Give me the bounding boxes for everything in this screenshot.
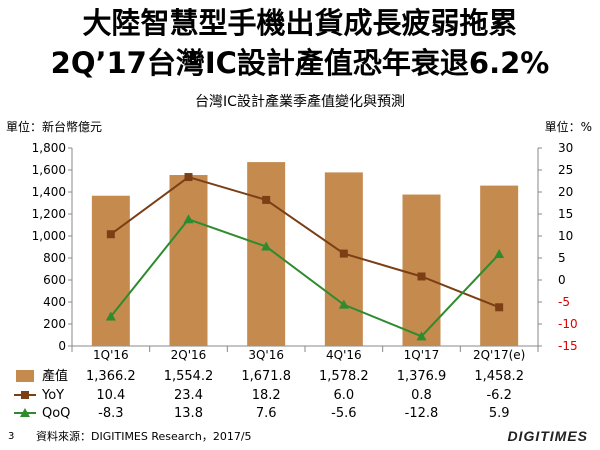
right-axis-unit: 單位：% — [544, 120, 592, 134]
legend-bar-key — [16, 370, 34, 382]
legend-label-2: QoQ — [42, 406, 70, 421]
left-tick-label: 1,000 — [32, 229, 66, 243]
table-cell: 18.2 — [252, 388, 281, 403]
table-cell: -6.2 — [486, 388, 511, 403]
qoq-point — [416, 331, 427, 341]
right-tick-label: -5 — [558, 295, 570, 309]
table-cell: 1,376.9 — [397, 369, 447, 384]
table-cell: 1,554.2 — [164, 369, 214, 384]
right-tick-label: 5 — [558, 251, 566, 265]
right-tick-label: 0 — [558, 273, 566, 287]
table-cell: -8.3 — [98, 406, 123, 421]
table-cell: 0.8 — [411, 388, 432, 403]
yoy-point — [184, 173, 193, 182]
table-cell: 5.9 — [489, 406, 510, 421]
bar-1Q'17 — [402, 194, 441, 346]
left-tick-label: 1,400 — [32, 185, 66, 199]
right-tick-label: 15 — [558, 207, 573, 221]
legend-label-0: 產值 — [42, 368, 68, 384]
yoy-point — [417, 272, 426, 281]
title-line2: 2Q’17台灣IC設計產值恐年衰退6.2% — [50, 46, 550, 80]
left-tick-label: 0 — [58, 339, 66, 353]
bar-1Q'16 — [91, 195, 130, 346]
table-cell: 1,578.2 — [319, 369, 369, 384]
right-tick-label: -10 — [558, 317, 578, 331]
legend-label-1: YoY — [41, 388, 64, 403]
table-cell: 23.4 — [174, 388, 203, 403]
qoq-point — [494, 249, 505, 259]
category-label: 1Q'16 — [93, 348, 129, 362]
left-tick-label: 800 — [43, 251, 66, 265]
left-tick-label: 400 — [43, 295, 66, 309]
table-cell: 13.8 — [174, 406, 203, 421]
table-cell: 10.4 — [96, 388, 125, 403]
category-label: 4Q'16 — [326, 348, 362, 362]
table-cell: 1,671.8 — [241, 369, 291, 384]
category-label: 2Q'17(e) — [473, 348, 525, 362]
left-tick-label: 1,800 — [32, 141, 66, 155]
right-tick-label: 20 — [558, 185, 573, 199]
left-tick-label: 1,600 — [32, 163, 66, 177]
yoy-line — [110, 175, 500, 309]
category-label: 2Q'16 — [171, 348, 207, 362]
left-tick-label: 1,200 — [32, 207, 66, 221]
table-cell: -12.8 — [405, 406, 439, 421]
chart-subtitle: 台灣IC設計產業季產值變化與預測 — [195, 94, 405, 110]
title-line1: 大陸智慧型手機出貨成長疲弱拖累 — [82, 6, 518, 40]
legend-yoy-key-marker — [21, 391, 29, 399]
table-cell: -5.6 — [331, 406, 356, 421]
source-note: 資料來源：DIGITIMES Research，2017/5 — [36, 430, 252, 443]
left-tick-label: 200 — [43, 317, 66, 331]
bar-2Q'17(e) — [480, 185, 519, 346]
yoy-point — [495, 303, 504, 312]
right-tick-label: -15 — [558, 339, 578, 353]
right-tick-label: 30 — [558, 141, 573, 155]
yoy-point — [339, 249, 348, 258]
qoq-point — [183, 214, 194, 224]
left-axis-unit: 單位：新台幣億元 — [6, 120, 103, 134]
yoy-point — [262, 195, 271, 204]
qoq-point — [261, 241, 272, 251]
bar-3Q'16 — [247, 162, 286, 346]
category-label: 3Q'16 — [248, 348, 284, 362]
left-tick-label: 600 — [43, 273, 66, 287]
right-tick-label: 25 — [558, 163, 573, 177]
qoq-point — [338, 299, 349, 309]
qoq-line — [110, 218, 500, 338]
category-label: 1Q'17 — [404, 348, 440, 362]
bar-2Q'16 — [169, 175, 208, 346]
yoy-point — [106, 230, 115, 239]
page-number: 3 — [8, 431, 15, 442]
qoq-point — [105, 311, 116, 321]
table-cell: 7.6 — [256, 406, 277, 421]
digitimes-logo: DIGITIMES — [507, 428, 588, 444]
table-cell: 6.0 — [333, 388, 354, 403]
bar-4Q'16 — [324, 172, 363, 346]
legend-qoq-key-marker — [20, 408, 30, 417]
table-cell: 1,366.2 — [86, 369, 136, 384]
table-cell: 1,458.2 — [474, 369, 524, 384]
right-tick-label: 10 — [558, 229, 573, 243]
